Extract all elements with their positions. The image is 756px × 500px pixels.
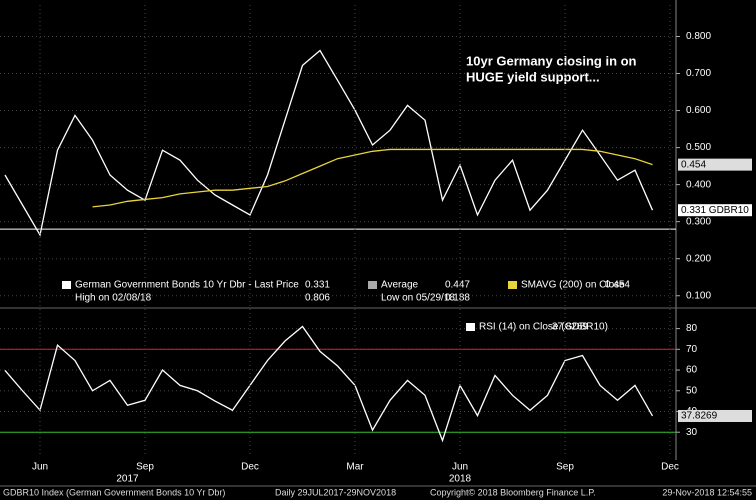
- legend-value: 0.447: [445, 280, 470, 291]
- footer-text: Daily 29JUL2017-29NOV2018: [275, 487, 396, 497]
- legend-swatch: [62, 281, 71, 289]
- series-line: [4, 49, 654, 237]
- legend-label: German Government Bonds 10 Yr Dbr - Last…: [75, 280, 299, 291]
- value-tag-label: 0.454: [681, 159, 706, 170]
- value-tag: [678, 204, 752, 217]
- value-tag-label: 0.331 GDBR10: [681, 205, 749, 216]
- legend-swatch: [508, 281, 517, 289]
- legend-value: 0.188: [445, 293, 470, 304]
- y-tick-label: 0.200: [686, 253, 711, 264]
- x-year-label: 2017: [116, 474, 139, 485]
- y-tick-label: 0.400: [686, 179, 711, 190]
- y-tick-label: 50: [686, 385, 698, 396]
- legend-label: Low on 05/29/18: [381, 293, 455, 304]
- series-line: [4, 325, 654, 443]
- x-tick-label: Jun: [452, 462, 468, 473]
- legend-value: 0.454: [605, 280, 630, 291]
- x-tick-label: Sep: [136, 462, 154, 473]
- y-tick-label: 0.700: [686, 68, 711, 79]
- x-tick-label: Dec: [661, 462, 679, 473]
- legend-value: 0.806: [305, 293, 330, 304]
- legend-label: Average: [381, 280, 419, 291]
- legend-value: 0.331: [305, 280, 330, 291]
- x-tick-label: Sep: [556, 462, 574, 473]
- x-tick-label: Jun: [32, 462, 48, 473]
- footer-text: Copyright© 2018 Bloomberg Finance L.P.: [430, 487, 596, 497]
- value-tag-label: 37.8269: [681, 411, 718, 422]
- legend-value: 37.8269: [552, 322, 589, 333]
- y-tick-label: 0.600: [686, 105, 711, 116]
- footer-text: 29-Nov-2018 12:54:55: [662, 487, 752, 497]
- y-tick-label: 0.800: [686, 31, 711, 42]
- legend-label: High on 02/08/18: [75, 293, 152, 304]
- y-tick-label: 0.300: [686, 216, 711, 227]
- y-tick-label: 0.100: [686, 290, 711, 301]
- value-tag: [678, 158, 752, 171]
- x-year-label: 2018: [449, 474, 472, 485]
- legend-swatch: [466, 323, 475, 331]
- y-tick-label: 80: [686, 323, 698, 334]
- value-tag: [678, 409, 752, 422]
- annotation: 10yr Germany closing in on: [466, 53, 637, 68]
- series-line: [92, 148, 653, 208]
- x-tick-label: Mar: [346, 462, 364, 473]
- footer-text: GDBR10 Index (German Government Bonds 10…: [3, 487, 225, 497]
- y-tick-label: 70: [686, 344, 698, 355]
- y-tick-label: 60: [686, 365, 698, 376]
- x-tick-label: Dec: [241, 462, 259, 473]
- annotation: HUGE yield support...: [466, 69, 600, 84]
- legend-swatch: [368, 281, 377, 289]
- y-tick-label: 30: [686, 427, 698, 438]
- legend-label: RSI (14) on Close (GDBR10): [479, 322, 608, 333]
- y-tick-label: 0.500: [686, 142, 711, 153]
- legend-label: SMAVG (200) on Close: [521, 280, 625, 291]
